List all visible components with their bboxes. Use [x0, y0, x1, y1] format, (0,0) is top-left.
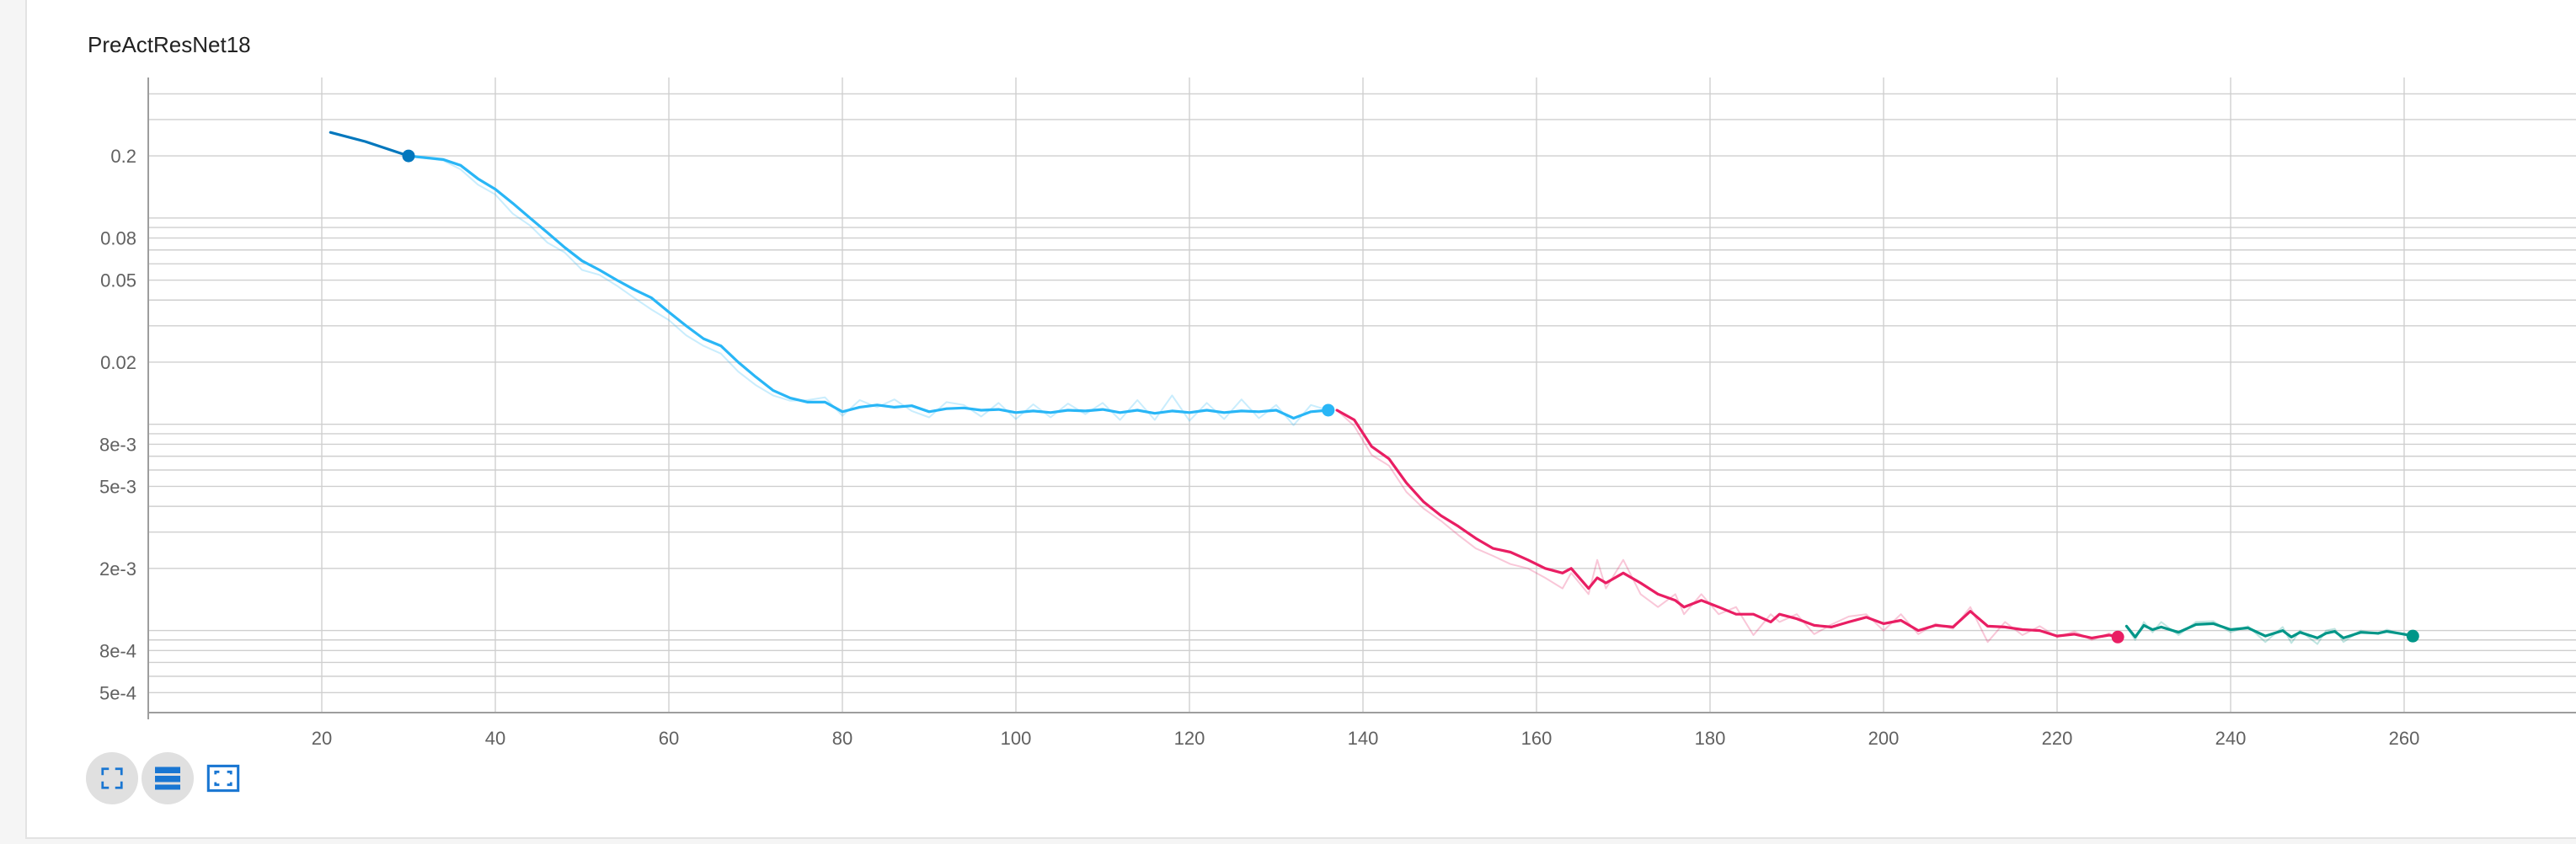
raw-series-line [1336, 409, 2119, 644]
x-tick-label: 240 [2215, 728, 2247, 749]
endpoint-markers [402, 149, 2419, 644]
x-tick-label: 160 [1521, 728, 1553, 749]
fit-domain-button[interactable] [197, 752, 249, 804]
raw-series-line [408, 155, 1329, 426]
series-endpoint-marker[interactable] [402, 149, 415, 163]
data-table-icon [155, 767, 180, 790]
tick-labels: 20 40 60 80 100 120 140 160 180 200 220 240 260 0.2 0.… [99, 146, 2419, 749]
series-endpoint-marker[interactable] [2406, 629, 2419, 643]
x-tick-label: 20 [312, 728, 332, 749]
y-tick-label: 8e-3 [99, 434, 136, 455]
fullscreen-icon [101, 767, 123, 789]
series-line[interactable] [407, 154, 1330, 420]
chart-toolbar [86, 752, 249, 804]
chart-plot[interactable]: 20 40 60 80 100 120 140 160 180 200 220 240 260 0.2 0.… [27, 0, 2576, 758]
series-line[interactable] [1335, 409, 2119, 639]
fullscreen-button[interactable] [86, 752, 138, 804]
x-tick-label: 260 [2389, 728, 2420, 749]
x-tick-label: 40 [485, 728, 505, 749]
y-tick-label: 0.05 [100, 270, 136, 291]
y-tick-label: 0.08 [100, 228, 136, 249]
x-tick-label: 60 [659, 728, 679, 749]
x-tick-label: 80 [832, 728, 852, 749]
y-tick-label: 8e-4 [99, 640, 136, 661]
x-tick-label: 200 [1868, 728, 1900, 749]
y-tick-label: 0.2 [110, 146, 136, 167]
axes [147, 77, 2576, 719]
smoothed-series-layer [329, 131, 2414, 639]
series-endpoint-marker[interactable] [1322, 403, 1335, 417]
y-tick-label: 2e-3 [99, 558, 136, 580]
y-tick-label: 5e-3 [99, 476, 136, 497]
x-tick-label: 180 [1695, 728, 1726, 749]
chart-card: PreActResNet18 20 40 60 80 100 120 140 160 180 20… [25, 0, 2576, 839]
raw-series-layer [330, 131, 2413, 645]
grid-lines [148, 77, 2576, 713]
x-tick-label: 220 [2042, 728, 2073, 749]
chart-title: PreActResNet18 [88, 32, 251, 57]
x-tick-label: 100 [1001, 728, 1032, 749]
series-line[interactable] [329, 131, 410, 158]
y-tick-label: 5e-4 [99, 682, 136, 703]
series-line[interactable] [2124, 622, 2414, 639]
y-tick-label: 0.02 [100, 352, 136, 373]
series-endpoint-marker[interactable] [2111, 630, 2124, 644]
data-table-button[interactable] [142, 752, 194, 804]
x-tick-label: 120 [1174, 728, 1205, 749]
x-tick-label: 140 [1348, 728, 1379, 749]
fit-domain-icon [206, 764, 240, 793]
